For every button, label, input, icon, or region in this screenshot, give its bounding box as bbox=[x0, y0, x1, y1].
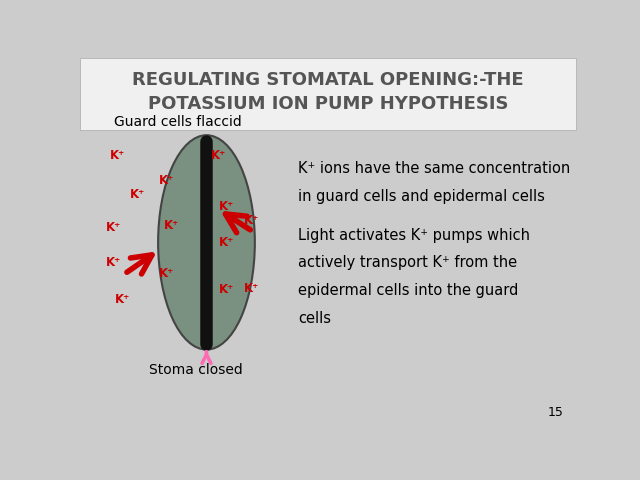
Text: K⁺: K⁺ bbox=[106, 256, 122, 269]
Text: Light activates K⁺ pumps which: Light activates K⁺ pumps which bbox=[298, 228, 530, 242]
Text: K⁺: K⁺ bbox=[164, 219, 179, 232]
Text: K⁺: K⁺ bbox=[219, 200, 234, 213]
Text: cells: cells bbox=[298, 311, 332, 326]
Text: Stoma closed: Stoma closed bbox=[150, 363, 243, 377]
Text: K⁺: K⁺ bbox=[219, 236, 234, 249]
Text: epidermal cells into the guard: epidermal cells into the guard bbox=[298, 283, 518, 298]
Text: K⁺: K⁺ bbox=[159, 267, 175, 280]
Text: 15: 15 bbox=[548, 406, 564, 419]
Text: actively transport K⁺ from the: actively transport K⁺ from the bbox=[298, 255, 517, 270]
Text: K⁺: K⁺ bbox=[243, 282, 259, 295]
Text: K⁺: K⁺ bbox=[106, 221, 122, 234]
Text: K⁺: K⁺ bbox=[219, 283, 234, 296]
Text: K⁺: K⁺ bbox=[243, 214, 259, 227]
Text: K⁺: K⁺ bbox=[115, 293, 130, 306]
Text: K⁺: K⁺ bbox=[159, 174, 175, 187]
Text: REGULATING STOMATAL OPENING:-THE: REGULATING STOMATAL OPENING:-THE bbox=[132, 71, 524, 89]
FancyBboxPatch shape bbox=[80, 58, 576, 130]
Text: K⁺ ions have the same concentration: K⁺ ions have the same concentration bbox=[298, 161, 570, 176]
Text: POTASSIUM ION PUMP HYPOTHESIS: POTASSIUM ION PUMP HYPOTHESIS bbox=[148, 95, 508, 113]
Text: K⁺: K⁺ bbox=[109, 149, 125, 162]
Ellipse shape bbox=[158, 135, 255, 349]
Text: K⁺: K⁺ bbox=[211, 149, 227, 162]
Text: Guard cells flaccid: Guard cells flaccid bbox=[114, 115, 241, 129]
Text: in guard cells and epidermal cells: in guard cells and epidermal cells bbox=[298, 189, 545, 204]
Text: K⁺: K⁺ bbox=[129, 188, 145, 201]
